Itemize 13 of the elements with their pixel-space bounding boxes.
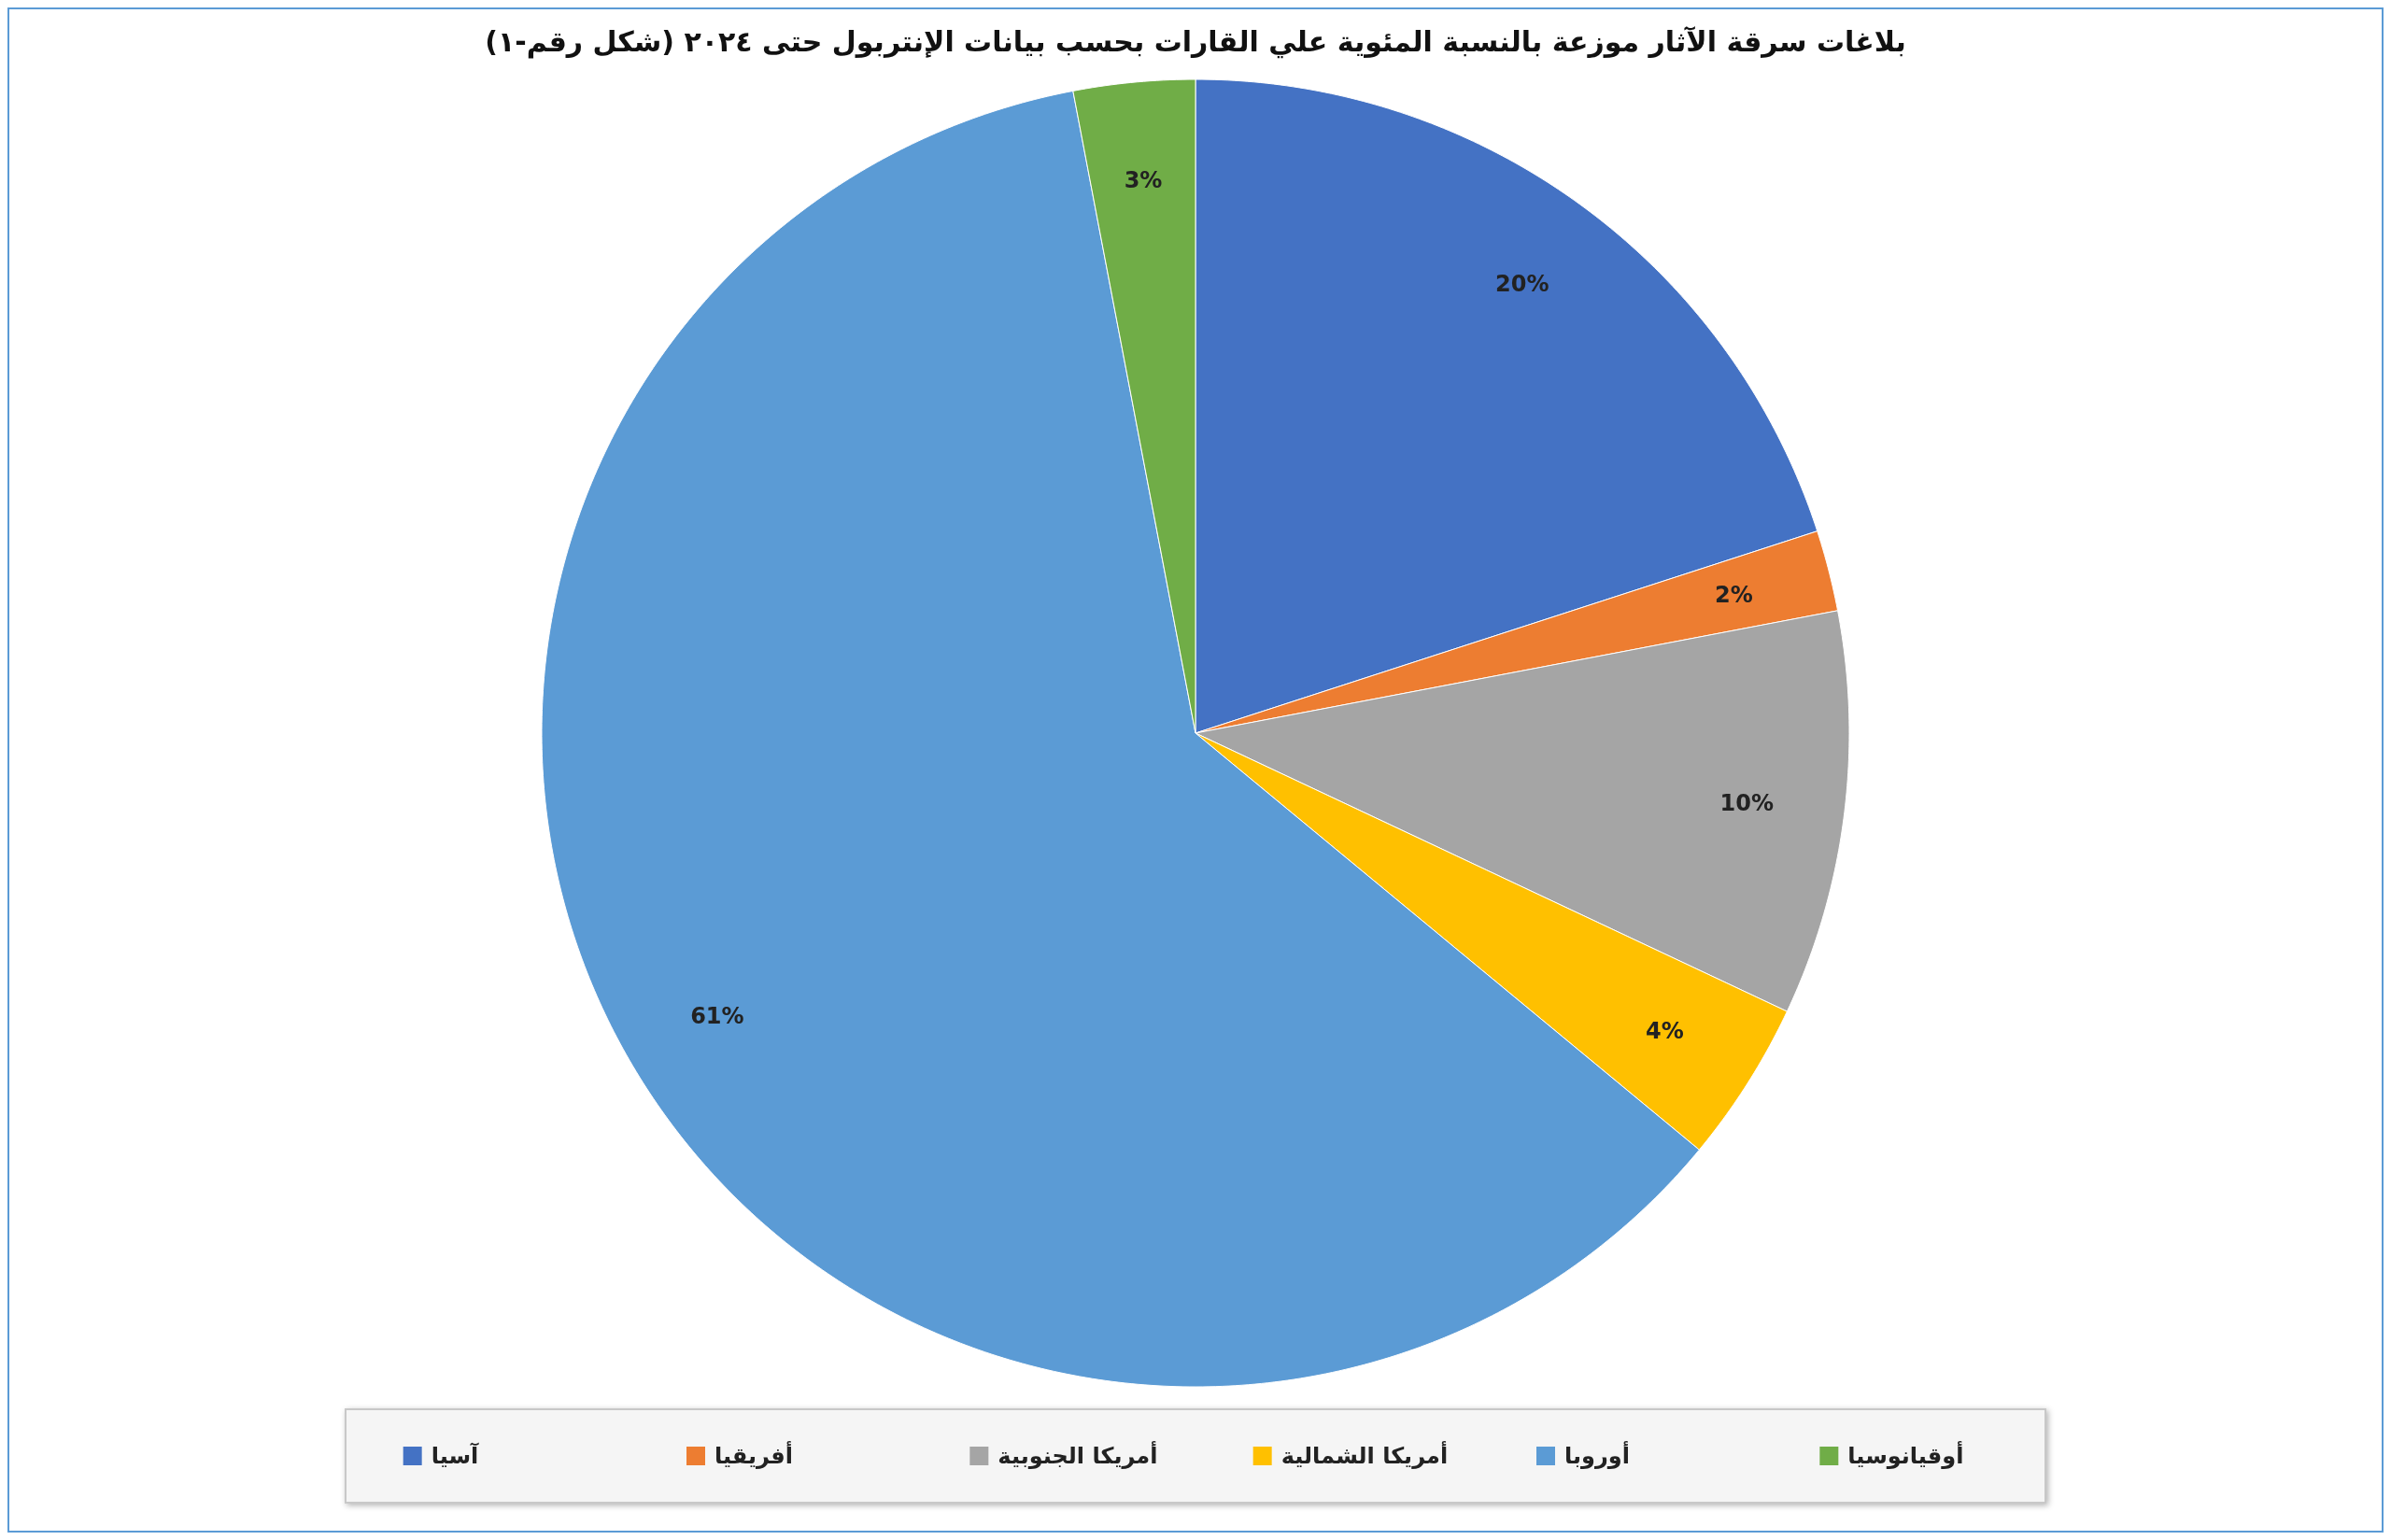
legend-label: أمريكا الشمالية xyxy=(1280,1441,1449,1469)
legend-label: آسيا xyxy=(431,1442,480,1469)
legend-label: أوقيانوسيا xyxy=(1847,1441,1964,1469)
legend-label: أمريكا الجنوبية xyxy=(997,1441,1158,1469)
data-label: 10% xyxy=(1719,789,1775,816)
legend-label: أفريقيا xyxy=(714,1441,793,1469)
data-label: 20% xyxy=(1495,270,1549,297)
data-label: 4% xyxy=(1646,1017,1684,1044)
chart-title: بلاغات سرقة الآثار موزعة بالنسبة المئوية علي القارات بحسب بيانات الإنتربول حتى ٢٠٢٤ (شكل رقم-١) xyxy=(485,24,1906,59)
legend-label: أوروبا xyxy=(1564,1441,1630,1469)
data-label: 61% xyxy=(690,1002,744,1029)
data-label: 3% xyxy=(1124,166,1163,193)
data-label: 2% xyxy=(1714,582,1753,609)
